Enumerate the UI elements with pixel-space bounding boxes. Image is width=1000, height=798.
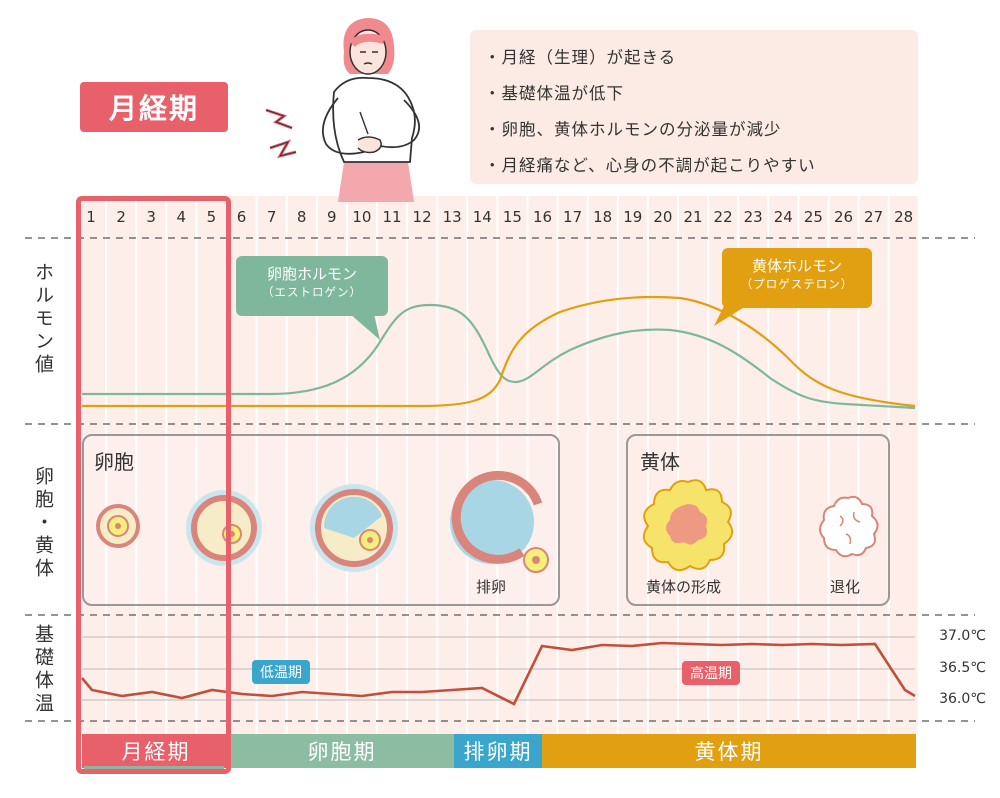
- day-number: 17: [563, 208, 583, 226]
- day-number: 24: [773, 208, 793, 226]
- day-column: [468, 196, 497, 734]
- day-number: 14: [472, 208, 492, 226]
- day-number: 7: [266, 208, 277, 226]
- day-number: 10: [352, 208, 372, 226]
- estrogen-name: 卵胞ホルモン: [266, 265, 357, 283]
- menstrual-underline: [84, 766, 224, 769]
- day-number: 28: [894, 208, 914, 226]
- menstrual-highlight-frame: [76, 196, 231, 774]
- day-column: [889, 196, 918, 734]
- woman-cramp-icon: [322, 18, 421, 202]
- corpus-luteum-icon: [642, 479, 879, 572]
- temperature-line: [81, 641, 916, 706]
- info-box: ・月経（生理）が起きる ・基礎体温が低下 ・卵胞、黄体ホルモンの分泌量が減少 ・…: [470, 30, 918, 184]
- progesterone-callout-pointer: [714, 306, 746, 326]
- day-number: 26: [833, 208, 854, 226]
- day-column: [137, 196, 166, 734]
- day-number: 12: [412, 208, 432, 226]
- day-number: 16: [532, 208, 553, 226]
- low-temp-badge: 低温期: [252, 660, 310, 684]
- day-number: 23: [743, 208, 763, 226]
- day-number: 25: [803, 208, 823, 226]
- day-column: [498, 196, 527, 734]
- day-number: 21: [683, 208, 703, 226]
- day-number: 5: [206, 208, 217, 226]
- bullet-item: ・月経（生理）が起きる: [484, 48, 677, 67]
- day-number: 15: [502, 208, 522, 226]
- temp-tick-37-0: 37.0℃: [939, 628, 986, 644]
- corpus-box-title: 黄体: [640, 450, 680, 474]
- estrogen-sub: （エストロゲン）: [262, 285, 362, 299]
- row-label-hormone: ホルモン値: [32, 262, 54, 377]
- progesterone-callout: 黄体ホルモン （プロゲステロン）: [722, 248, 872, 308]
- formation-label: 黄体の形成: [646, 578, 722, 596]
- day-number: 3: [146, 208, 156, 226]
- day-number: 19: [623, 208, 643, 226]
- day-number: 27: [864, 208, 884, 226]
- corpus-box: [626, 434, 890, 606]
- phase-follicular: 卵胞期: [230, 734, 454, 768]
- estrogen-callout: 卵胞ホルモン （エストロゲン）: [236, 256, 388, 316]
- day-column: [167, 196, 196, 734]
- progesterone-sub: （プロゲステロン）: [740, 277, 854, 291]
- day-number: 13: [442, 208, 462, 226]
- pain-bolt-icon: [265, 108, 297, 159]
- row-label-temperature: 基礎体温: [32, 624, 54, 716]
- day-number: 22: [713, 208, 733, 226]
- day-number: 1: [86, 208, 96, 226]
- day-column: [408, 196, 437, 734]
- day-column: [438, 196, 467, 734]
- day-column: [528, 196, 557, 734]
- day-number: 9: [327, 208, 337, 226]
- day-number: 4: [176, 208, 187, 226]
- estrogen-callout-pointer: [350, 314, 380, 340]
- phase-menstrual: 月経期: [82, 734, 230, 768]
- day-number: 6: [236, 208, 247, 226]
- day-number: 8: [296, 208, 307, 226]
- row-label-follicle: 卵胞・黄体: [32, 466, 54, 581]
- day-column: [107, 196, 136, 734]
- follicle-box-title: 卵胞: [94, 450, 134, 474]
- day-number: 11: [382, 208, 402, 226]
- day-column: [77, 196, 106, 734]
- bullet-item: ・基礎体温が低下: [484, 84, 624, 103]
- estrogen-curve: [82, 303, 916, 410]
- day-column: [558, 196, 587, 734]
- phase-luteal: 黄体期: [542, 734, 916, 768]
- progesterone-name: 黄体ホルモン: [751, 257, 842, 275]
- day-column: [197, 196, 226, 734]
- progesterone-curve: [82, 295, 916, 408]
- bullet-item: ・月経痛など、心身の不調が起こりやすい: [484, 156, 816, 175]
- ovulation-label: 排卵: [476, 578, 507, 596]
- day-number: 18: [593, 208, 613, 226]
- high-temp-badge: 高温期: [682, 661, 740, 685]
- temp-tick-36-5: 36.5℃: [939, 660, 986, 676]
- temp-tick-36-0: 36.0℃: [939, 691, 986, 707]
- regression-label: 退化: [830, 578, 861, 596]
- day-number: 2: [116, 208, 126, 226]
- phase-title: 月経期: [80, 82, 228, 132]
- day-number: 20: [653, 208, 673, 226]
- bullet-item: ・卵胞、黄体ホルモンの分泌量が減少: [484, 120, 782, 139]
- phase-ovulation: 排卵期: [454, 734, 542, 768]
- follicle-icon: [96, 470, 549, 573]
